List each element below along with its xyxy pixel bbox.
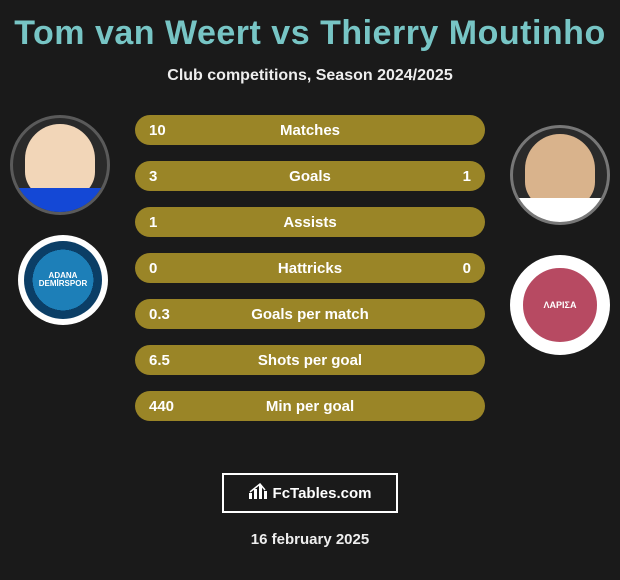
player-left-avatar (10, 115, 110, 215)
stat-label: Goals (289, 168, 331, 185)
stat-label: Assists (283, 214, 336, 231)
stat-row: 10 Matches (135, 115, 485, 145)
stat-label: Goals per match (251, 306, 369, 323)
shirt (13, 188, 107, 213)
stat-left-value: 10 (149, 122, 166, 139)
brand-text: FcTables.com (273, 485, 372, 502)
stat-row: 0 Hattricks 0 (135, 253, 485, 283)
chart-icon (249, 483, 267, 504)
stat-rows: 10 Matches 3 Goals 1 1 Assists 0 Hattricks 0 0.3 Go… (135, 115, 485, 437)
subtitle: Club competitions, Season 2024/2025 (0, 67, 620, 85)
page-title: Tom van Weert vs Thierry Moutinho (0, 14, 620, 53)
club-right-logo: ΛΑΡΙΣΑ (510, 255, 610, 355)
club-left-badge: ADANA DEMİRSPOR (24, 241, 102, 319)
stat-row: 1 Assists (135, 207, 485, 237)
player-right-avatar (510, 125, 610, 225)
stat-left-value: 440 (149, 398, 174, 415)
player-left-face (13, 118, 107, 212)
face-shape (525, 134, 595, 208)
stat-right-value: 0 (463, 260, 471, 277)
player-right-face (513, 128, 607, 222)
comparison-card: Tom van Weert vs Thierry Moutinho Club c… (0, 0, 620, 580)
face-shape (25, 124, 95, 198)
footer-date: 16 february 2025 (0, 531, 620, 548)
stat-left-value: 1 (149, 214, 157, 231)
title-player-left: Tom van Weert (14, 14, 271, 52)
stat-row: 440 Min per goal (135, 391, 485, 421)
stat-left-value: 3 (149, 168, 157, 185)
club-left-label-bottom: DEMİRSPOR (39, 280, 87, 288)
stat-label: Hattricks (278, 260, 342, 277)
stat-right-value: 1 (463, 168, 471, 185)
compare-area: ADANA DEMİRSPOR ΛΑΡΙΣΑ 10Matches3Goals11… (0, 115, 620, 455)
club-right-badge: ΛΑΡΙΣΑ (517, 262, 603, 348)
stat-label: Matches (280, 122, 340, 139)
club-left-logo: ADANA DEMİRSPOR (18, 235, 108, 325)
stat-left-value: 6.5 (149, 352, 170, 369)
club-right-label: ΛΑΡΙΣΑ (544, 300, 577, 310)
title-vs: vs (271, 14, 310, 52)
stat-row: 3 Goals 1 (135, 161, 485, 191)
stat-label: Min per goal (266, 398, 354, 415)
stat-row: 6.5 Shots per goal (135, 345, 485, 375)
stat-label: Shots per goal (258, 352, 362, 369)
brand-box: FcTables.com (222, 473, 398, 513)
title-player-right: Thierry Moutinho (310, 14, 606, 52)
stat-left-value: 0 (149, 260, 157, 277)
stat-left-value: 0.3 (149, 306, 170, 323)
shirt (513, 198, 607, 223)
stat-row: 0.3 Goals per match (135, 299, 485, 329)
